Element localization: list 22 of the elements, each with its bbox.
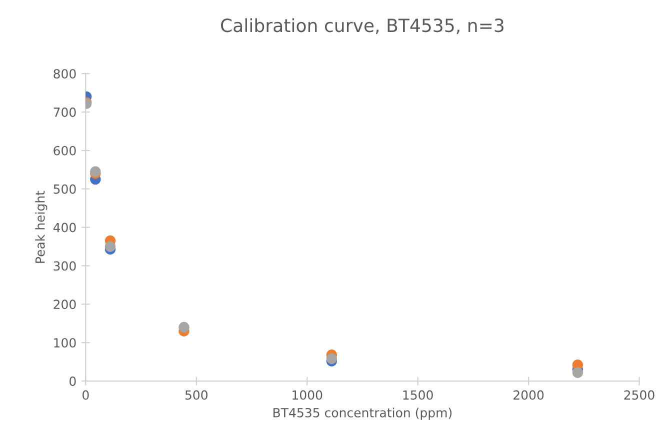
y-tick-label: 400: [53, 222, 76, 232]
point: [178, 322, 190, 333]
y-tick-label: 800: [54, 69, 76, 79]
x-tick-label: 1500: [403, 390, 433, 400]
x-tick-label: 2000: [514, 390, 544, 400]
point: [326, 353, 338, 364]
point: [104, 241, 116, 252]
y-axis-title: Peak height: [35, 190, 48, 263]
y-tick-label: 700: [54, 108, 76, 117]
y-tick-label: 600: [54, 146, 76, 156]
chart-title: Calibration curve, BT4535, n=3: [220, 18, 504, 34]
y-tick-label: 200: [54, 300, 76, 310]
y-tick-label: 0: [70, 376, 76, 386]
y-tick-label: 100: [54, 338, 76, 348]
x-axis-title: BT4535 concentration (ppm): [274, 408, 452, 420]
y-tick-label: 300: [54, 261, 76, 271]
x-tick-label: 1000: [292, 390, 322, 400]
x-tick-label: 500: [185, 390, 208, 400]
x-tick-label: 2500: [624, 390, 654, 400]
y-tick-label: 500: [54, 184, 76, 194]
point: [572, 367, 584, 378]
x-tick-label: 0: [82, 390, 89, 400]
